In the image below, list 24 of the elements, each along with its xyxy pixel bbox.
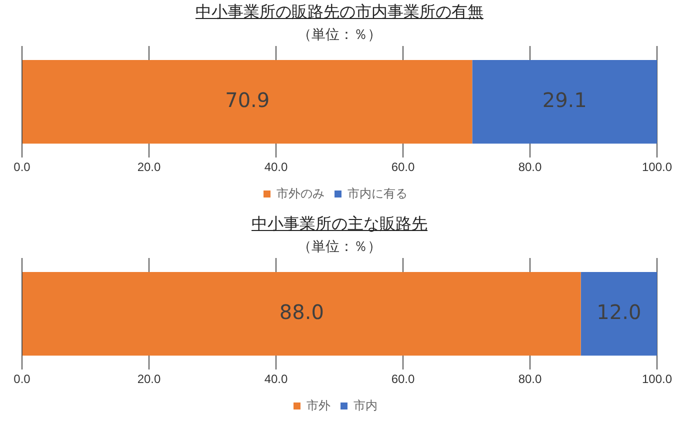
- data-label: 12.0: [596, 300, 642, 324]
- x-tick-label: 20.0: [137, 372, 161, 386]
- legend-label: 市内: [354, 398, 378, 412]
- x-tick-label: 60.0: [391, 372, 415, 386]
- x-tick-label: 40.0: [264, 160, 288, 174]
- data-label: 29.1: [542, 88, 587, 112]
- data-label: 70.9: [225, 88, 270, 112]
- x-tick-label: 0.0: [14, 372, 31, 386]
- x-tick-label: 100.0: [642, 372, 672, 386]
- x-tick-label: 80.0: [518, 160, 542, 174]
- x-tick-label: 40.0: [264, 372, 288, 386]
- legend-label: 市外: [306, 398, 330, 412]
- chart-title: 中小事業所の主な販路先: [252, 214, 428, 233]
- chart-subtitle: （単位：％）: [296, 26, 382, 45]
- legend-label: 市外のみ: [276, 186, 324, 200]
- chart-subtitle: （単位：％）: [296, 238, 382, 257]
- x-tick-label: 0.0: [14, 160, 31, 174]
- chart-title: 中小事業所の販路先の市内事業所の有無: [196, 2, 484, 21]
- x-tick-label: 60.0: [391, 160, 415, 174]
- x-tick-label: 100.0: [642, 160, 672, 174]
- x-tick-label: 80.0: [518, 372, 542, 386]
- x-tick-label: 20.0: [137, 160, 161, 174]
- data-label: 88.0: [279, 300, 324, 324]
- legend-label: 市内に有る: [348, 186, 408, 200]
